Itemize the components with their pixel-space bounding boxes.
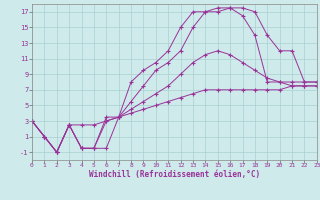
X-axis label: Windchill (Refroidissement éolien,°C): Windchill (Refroidissement éolien,°C) — [89, 170, 260, 179]
